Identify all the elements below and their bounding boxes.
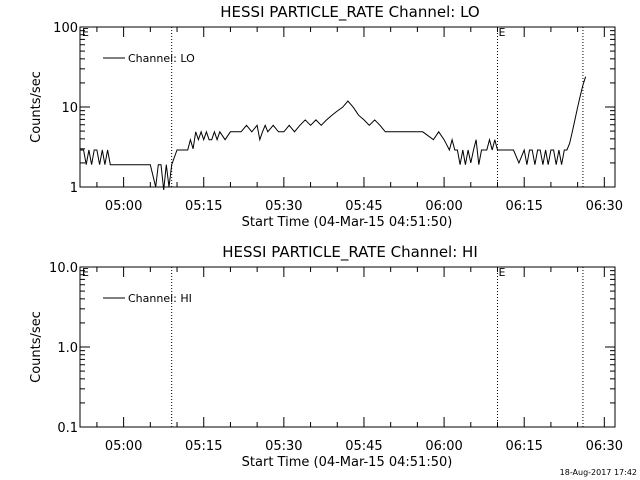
event-marker-lo: E (498, 26, 505, 39)
chart-title-hi: HESSI PARTICLE_RATE Channel: HI (222, 243, 478, 262)
y-tick-label-hi: 0.1 (57, 421, 78, 436)
series-line-lo (80, 76, 587, 191)
x-tick-label-hi: 06:15 (505, 439, 542, 454)
y-tick-label-lo: 1 (70, 181, 78, 196)
y-tick-label-lo: 10 (61, 101, 78, 116)
event-marker-hi: E (82, 266, 89, 279)
y-tick-label-hi: 10.0 (49, 261, 78, 276)
y-tick-label-hi: 1.0 (57, 341, 78, 356)
x-tick-label-hi: 06:00 (425, 439, 462, 454)
ticks-lo: 05:00 05:15 05:30 05:45 06:00 06:15 06:30 1 10 10… (53, 21, 623, 214)
y-axis-label-hi: Counts/sec (29, 311, 44, 383)
chart-title-lo: HESSI PARTICLE_RATE Channel: LO (220, 3, 479, 22)
x-tick-label-lo: 05:45 (345, 199, 382, 214)
x-tick-label-hi: 05:15 (185, 439, 222, 454)
x-tick-label-lo: 06:00 (425, 199, 462, 214)
x-axis-label-lo: Start Time (04-Mar-15 04:51:50) (242, 215, 453, 230)
vlines-lo (171, 27, 584, 187)
event-marker-lo: E (82, 26, 89, 39)
legend-label-hi: Channel: HI (128, 292, 192, 305)
y-tick-label-lo: 100 (53, 21, 78, 36)
x-tick-label-lo: 06:30 (586, 199, 623, 214)
vlines-hi (171, 267, 584, 427)
x-tick-label-lo: 05:00 (105, 199, 142, 214)
x-axis-label-hi: Start Time (04-Mar-15 04:51:50) (242, 455, 453, 470)
x-tick-label-hi: 05:45 (345, 439, 382, 454)
legend-label-lo: Channel: LO (128, 52, 195, 65)
x-tick-label-hi: 05:00 (105, 439, 142, 454)
x-tick-label-lo: 05:15 (185, 199, 222, 214)
y-axis-label-lo: Counts/sec (29, 71, 44, 143)
footer-timestamp: 18-Aug-2017 17:42 (560, 468, 637, 477)
x-tick-label-hi: 05:30 (265, 439, 302, 454)
panel-lo: HESSI PARTICLE_RATE Channel: LO 05:00 05:… (29, 3, 623, 230)
x-tick-label-lo: 05:30 (265, 199, 302, 214)
event-marker-hi: E (498, 266, 505, 279)
panel-hi: HESSI PARTICLE_RATE Channel: HI 05:00 05:… (29, 243, 623, 470)
ticks-hi: 05:00 05:15 05:30 05:45 06:00 06:15 06:30 0.1 1.… (49, 261, 623, 454)
plot-frame-hi (79, 266, 616, 428)
x-tick-label-lo: 06:15 (505, 199, 542, 214)
x-tick-label-hi: 06:30 (586, 439, 623, 454)
